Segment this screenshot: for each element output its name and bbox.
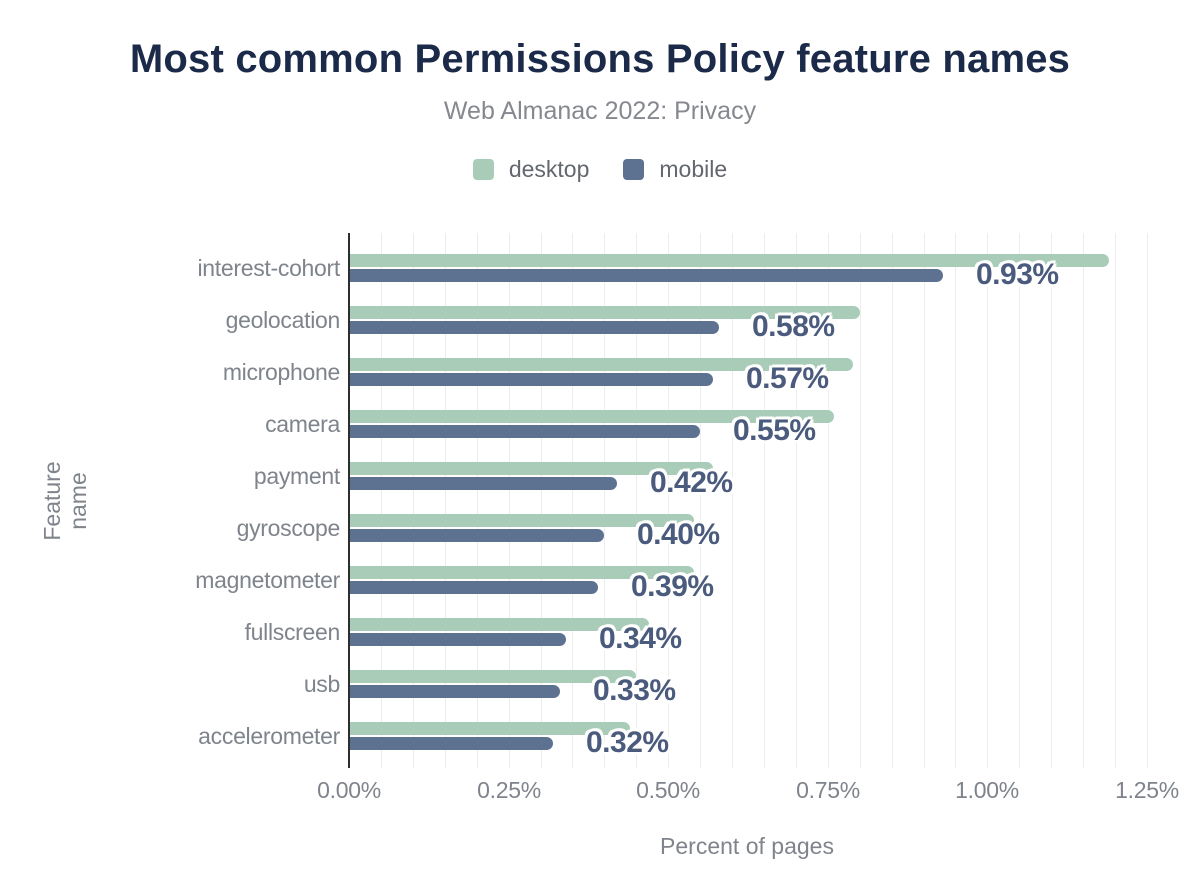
y-axis-category-label: accelerometer [198,723,340,749]
y-axis-category-label: interest-cohort [197,255,340,281]
legend-label-desktop: desktop [508,156,590,182]
gridline [955,233,956,768]
y-axis-category-label: geolocation [225,307,341,333]
x-axis-tick-label: 0.25% [477,777,541,803]
y-axis-category-label: magnetometer [195,567,340,593]
legend-label-mobile: mobile [659,156,728,182]
gridline [987,233,988,768]
bar-mobile-accelerometer[interactable] [350,737,553,750]
gridline [892,233,893,768]
bar-desktop-magnetometer[interactable] [350,566,694,579]
gridline [1051,233,1052,768]
bar-desktop-interest-cohort[interactable] [350,254,1109,267]
y-axis-category-label: usb [303,671,340,697]
gridline [796,233,797,768]
bar-mobile-gyroscope[interactable] [350,529,604,542]
x-axis-tick-label: 0.50% [636,777,700,803]
bar-value-label: 0.93% [976,258,1059,291]
bar-desktop-gyroscope[interactable] [350,514,694,527]
legend-item-mobile[interactable]: mobile [623,156,727,183]
bar-value-label: 0.57% [746,362,829,395]
gridline [1147,233,1148,768]
bar-mobile-microphone[interactable] [350,373,713,386]
gridline [924,233,925,768]
gridline [381,233,382,768]
gridline [541,233,542,768]
chart-subtitle: Web Almanac 2022: Privacy [443,97,757,125]
gridline [477,233,478,768]
gridline [604,233,605,768]
bar-mobile-payment[interactable] [350,477,617,490]
y-axis-category-label: gyroscope [236,515,341,541]
y-axis-category-label: fullscreen [244,619,341,645]
gridline [828,233,829,768]
bar-value-label: 0.55% [733,414,816,447]
bar-value-label: 0.33% [593,674,676,707]
bar-mobile-camera[interactable] [350,425,700,438]
x-axis-tick-label: 1.25% [1115,777,1179,803]
x-axis-tick-label: 1.00% [955,777,1019,803]
gridline [700,233,701,768]
x-axis-tick-label: 0.75% [796,777,860,803]
y-axis-category-label: payment [253,463,340,489]
legend-item-desktop[interactable]: desktop [472,156,590,183]
bar-mobile-magnetometer[interactable] [350,581,598,594]
bar-value-label: 0.58% [752,310,835,343]
bar-desktop-fullscreen[interactable] [350,618,649,631]
gridline [1019,233,1020,768]
y-axis-category-label: camera [265,411,340,437]
bar-value-label: 0.32% [586,726,669,759]
gridline [732,233,733,768]
bar-desktop-payment[interactable] [350,462,713,475]
gridline [572,233,573,768]
gridline [413,233,414,768]
bar-value-label: 0.39% [631,570,714,603]
x-axis-title: Percent of pages [660,833,834,859]
legend: desktop mobile [0,156,1200,183]
chart-title: Most common Permissions Policy feature n… [129,37,1071,81]
bar-mobile-geolocation[interactable] [350,321,719,334]
bar-desktop-usb[interactable] [350,670,636,683]
bar-value-label: 0.40% [637,518,720,551]
legend-swatch-mobile [623,159,645,180]
y-axis-category-label: microphone [222,359,340,385]
x-axis-tick-label: 0.00% [317,777,381,803]
bar-mobile-fullscreen[interactable] [350,633,566,646]
bar-value-label: 0.42% [650,466,733,499]
bar-desktop-geolocation[interactable] [350,306,860,319]
gridline [509,233,510,768]
gridline [636,233,637,768]
gridline [1115,233,1116,768]
y-axis-title: Feature name [39,461,91,541]
bar-desktop-camera[interactable] [350,410,834,423]
bar-desktop-microphone[interactable] [350,358,853,371]
gridline [668,233,669,768]
bar-mobile-interest-cohort[interactable] [350,269,943,282]
bar-desktop-accelerometer[interactable] [350,722,630,735]
gridline [1083,233,1084,768]
gridline [764,233,765,768]
y-axis-line [348,233,350,768]
bar-value-label: 0.34% [599,622,682,655]
legend-swatch-desktop [472,159,494,180]
bar-mobile-usb[interactable] [350,685,560,698]
gridline [860,233,861,768]
gridline [445,233,446,768]
